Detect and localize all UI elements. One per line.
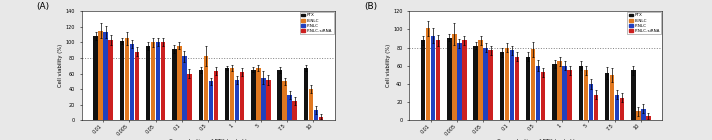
Bar <box>421 40 425 120</box>
Bar <box>478 40 483 120</box>
Bar <box>261 78 266 120</box>
Bar <box>473 46 478 120</box>
Bar <box>187 74 192 120</box>
Bar <box>172 49 177 120</box>
Bar <box>646 116 651 120</box>
Bar <box>240 72 244 120</box>
X-axis label: Concentration of PTX (μg/mL): Concentration of PTX (μg/mL) <box>497 139 575 140</box>
Bar <box>426 28 430 120</box>
Bar <box>457 43 461 120</box>
Bar <box>204 56 208 120</box>
Bar <box>567 70 572 120</box>
Bar <box>632 70 636 120</box>
Bar <box>642 109 646 120</box>
Bar <box>108 40 112 120</box>
Bar <box>182 56 187 120</box>
Bar <box>93 36 98 120</box>
Bar <box>447 38 451 120</box>
Bar <box>605 73 609 120</box>
Bar <box>553 64 557 120</box>
Bar <box>637 111 641 120</box>
Text: (B): (B) <box>364 3 377 11</box>
Y-axis label: Cell viability (%): Cell viability (%) <box>386 44 391 87</box>
Bar <box>156 42 160 120</box>
X-axis label: Concentration of PTX (μg/mL): Concentration of PTX (μg/mL) <box>169 139 247 140</box>
Bar <box>510 50 514 120</box>
Bar <box>146 46 150 120</box>
Bar <box>98 31 103 120</box>
Bar <box>120 41 124 120</box>
Bar <box>541 72 545 120</box>
Bar <box>199 70 203 120</box>
Bar <box>214 71 218 120</box>
Bar <box>161 42 165 120</box>
Bar <box>531 49 535 120</box>
Bar <box>462 40 466 120</box>
Bar <box>589 84 593 120</box>
Bar <box>536 66 540 120</box>
Bar <box>488 50 493 120</box>
Bar <box>436 40 440 120</box>
Bar <box>500 52 504 120</box>
Bar <box>135 52 139 120</box>
Bar <box>266 80 271 120</box>
Bar <box>562 66 567 120</box>
Bar <box>314 110 318 120</box>
Y-axis label: Cell viability (%): Cell viability (%) <box>58 44 63 87</box>
Bar <box>103 32 108 120</box>
Bar <box>209 81 213 120</box>
Bar <box>151 42 155 120</box>
Bar <box>319 116 323 120</box>
Bar <box>557 61 562 120</box>
Bar <box>225 68 229 120</box>
Bar <box>526 57 530 120</box>
Bar <box>610 75 614 120</box>
Legend: PTX, B-NLC, P-NLC, P-NLC-siRNA: PTX, B-NLC, P-NLC, P-NLC-siRNA <box>627 12 661 34</box>
Bar <box>515 57 519 120</box>
Bar <box>505 48 509 120</box>
Bar <box>283 81 287 120</box>
Bar <box>304 68 308 120</box>
Bar <box>431 36 435 120</box>
Bar <box>288 95 292 120</box>
Bar <box>235 80 239 120</box>
Bar <box>293 101 297 120</box>
Bar <box>125 38 129 120</box>
Bar <box>309 89 313 120</box>
Text: (A): (A) <box>36 3 50 11</box>
Bar <box>584 70 588 120</box>
Bar <box>177 46 182 120</box>
Bar <box>278 70 282 120</box>
Bar <box>130 44 134 120</box>
Bar <box>620 98 624 120</box>
Bar <box>452 34 456 120</box>
Legend: PTX, B-NLC, P-NLC, P-NLC-siRNA: PTX, B-NLC, P-NLC, P-NLC-siRNA <box>300 12 334 34</box>
Bar <box>251 70 256 120</box>
Bar <box>594 95 598 120</box>
Bar <box>230 68 234 120</box>
Bar <box>579 66 583 120</box>
Bar <box>615 95 619 120</box>
Bar <box>483 48 488 120</box>
Bar <box>256 68 261 120</box>
